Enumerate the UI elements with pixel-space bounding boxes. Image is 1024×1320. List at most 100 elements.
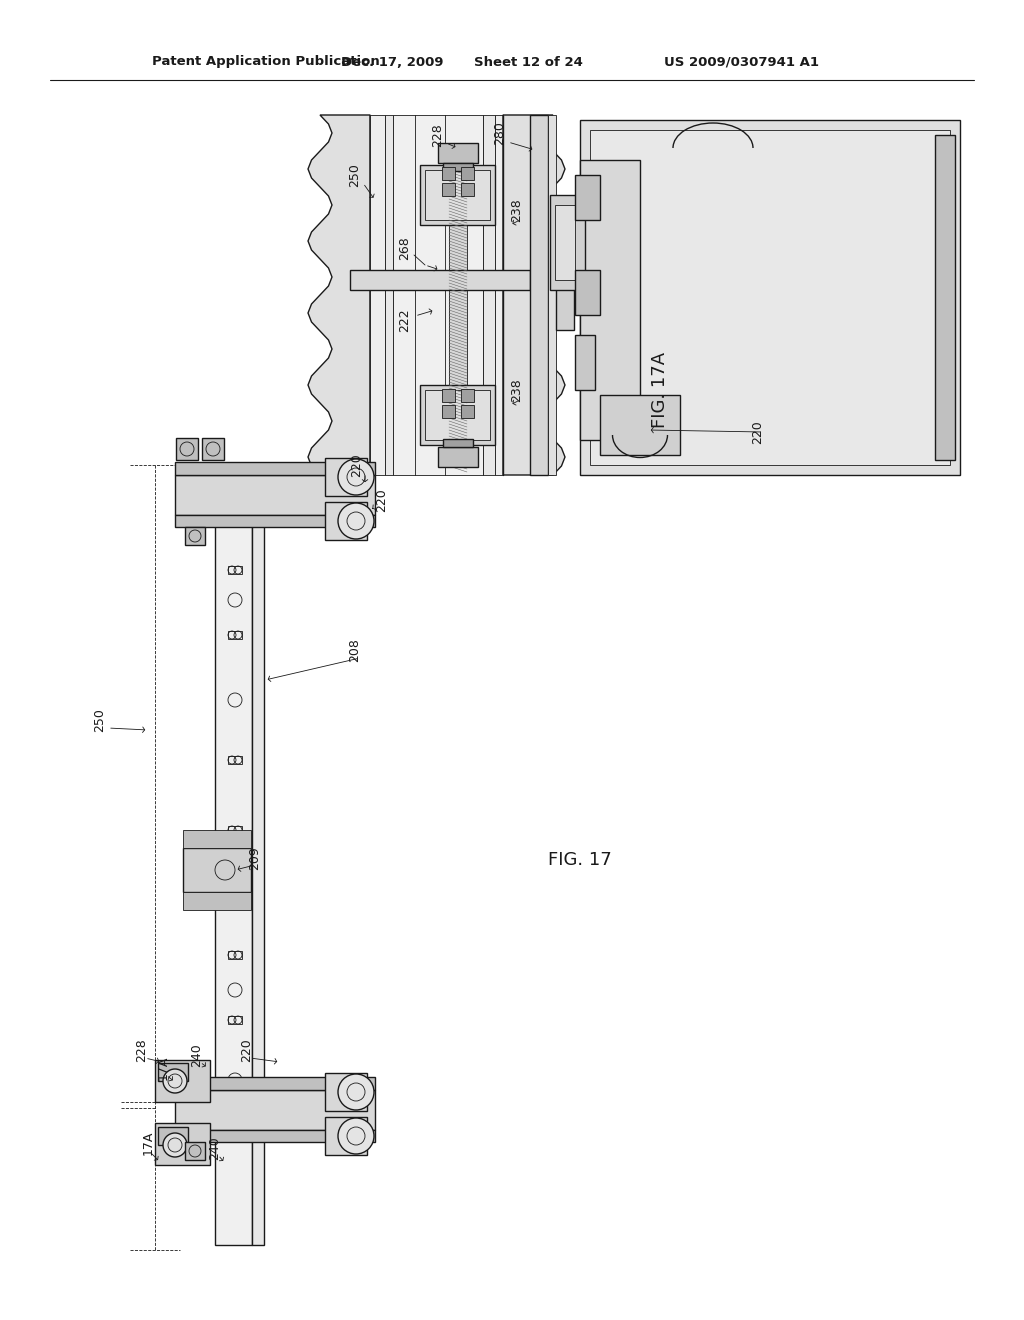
Bar xyxy=(155,1123,210,1166)
Bar xyxy=(202,438,224,459)
Bar xyxy=(385,115,393,475)
Text: Patent Application Publication: Patent Application Publication xyxy=(152,55,380,69)
Polygon shape xyxy=(503,115,565,475)
Bar xyxy=(483,115,495,475)
Bar xyxy=(461,168,474,180)
Polygon shape xyxy=(308,115,370,475)
Bar xyxy=(228,1016,242,1024)
Text: 220: 220 xyxy=(752,420,765,444)
Text: 268: 268 xyxy=(398,236,412,260)
Text: 17A: 17A xyxy=(157,1056,170,1080)
Text: FIG. 17: FIG. 17 xyxy=(548,851,612,869)
Bar xyxy=(443,162,473,172)
Bar xyxy=(185,1142,205,1160)
Bar xyxy=(443,440,473,447)
Bar xyxy=(438,447,478,467)
Text: 222: 222 xyxy=(398,308,412,331)
Bar xyxy=(442,405,455,418)
Bar xyxy=(175,475,375,515)
Bar xyxy=(420,165,495,224)
Text: 238: 238 xyxy=(511,378,523,401)
Bar xyxy=(325,458,367,496)
Bar xyxy=(550,195,585,290)
Bar xyxy=(183,847,251,892)
Circle shape xyxy=(168,1074,182,1088)
Bar xyxy=(442,183,455,195)
Bar xyxy=(935,135,955,459)
Bar xyxy=(185,527,205,545)
Bar xyxy=(228,631,242,639)
Bar xyxy=(461,405,474,418)
Bar xyxy=(175,515,375,527)
Bar xyxy=(590,129,950,465)
Bar xyxy=(155,1060,210,1102)
Circle shape xyxy=(168,1138,182,1152)
Text: 250: 250 xyxy=(348,164,361,187)
Bar xyxy=(425,389,490,440)
Bar xyxy=(228,756,242,764)
Bar xyxy=(425,170,490,220)
Bar xyxy=(175,1077,375,1090)
Text: 220: 220 xyxy=(375,488,388,512)
Bar xyxy=(215,477,252,1245)
Text: 240: 240 xyxy=(209,1137,221,1160)
Text: US 2009/0307941 A1: US 2009/0307941 A1 xyxy=(665,55,819,69)
Circle shape xyxy=(338,1074,374,1110)
Text: 17A: 17A xyxy=(141,1131,155,1155)
Bar xyxy=(556,246,574,330)
Circle shape xyxy=(338,503,374,539)
Bar xyxy=(183,830,251,847)
Bar xyxy=(175,1090,375,1130)
Bar xyxy=(175,462,375,475)
Bar xyxy=(575,335,595,389)
Bar xyxy=(438,143,478,162)
Bar xyxy=(175,1130,375,1142)
Bar xyxy=(530,115,548,475)
Bar xyxy=(228,950,242,960)
Text: 280: 280 xyxy=(494,121,507,145)
Bar xyxy=(600,395,680,455)
Bar xyxy=(158,1063,188,1081)
Bar xyxy=(461,183,474,195)
Bar xyxy=(183,892,251,909)
Text: Dec. 17, 2009: Dec. 17, 2009 xyxy=(341,55,443,69)
Bar xyxy=(393,115,483,475)
Text: 220: 220 xyxy=(241,1038,254,1061)
Bar xyxy=(350,271,530,290)
Bar xyxy=(580,160,640,440)
Circle shape xyxy=(163,1133,187,1158)
Text: 238: 238 xyxy=(511,198,523,222)
Bar xyxy=(325,502,367,540)
Circle shape xyxy=(163,1069,187,1093)
Bar xyxy=(461,389,474,403)
Text: 250: 250 xyxy=(93,708,106,731)
Bar xyxy=(548,115,556,475)
Text: 208: 208 xyxy=(348,638,361,661)
Bar xyxy=(555,205,575,280)
Text: FIG. 17A: FIG. 17A xyxy=(651,352,669,428)
Circle shape xyxy=(338,459,374,495)
Bar xyxy=(442,389,455,403)
Text: 228: 228 xyxy=(135,1038,148,1061)
Bar xyxy=(449,145,467,465)
Text: 240: 240 xyxy=(190,1043,204,1067)
Text: 209: 209 xyxy=(248,846,261,870)
Bar xyxy=(158,1127,188,1144)
Bar xyxy=(370,115,385,475)
Text: Sheet 12 of 24: Sheet 12 of 24 xyxy=(473,55,583,69)
Bar xyxy=(228,566,242,574)
Circle shape xyxy=(338,1118,374,1154)
Bar xyxy=(176,438,198,459)
Bar xyxy=(575,271,600,315)
Bar xyxy=(575,176,600,220)
Bar xyxy=(252,477,264,1245)
Bar xyxy=(228,826,242,834)
Bar xyxy=(495,115,503,475)
Bar xyxy=(420,385,495,445)
Text: 220: 220 xyxy=(350,453,364,477)
Text: 228: 228 xyxy=(431,123,444,147)
Bar xyxy=(325,1117,367,1155)
Bar xyxy=(580,120,961,475)
Bar xyxy=(442,168,455,180)
Bar xyxy=(325,1073,367,1111)
